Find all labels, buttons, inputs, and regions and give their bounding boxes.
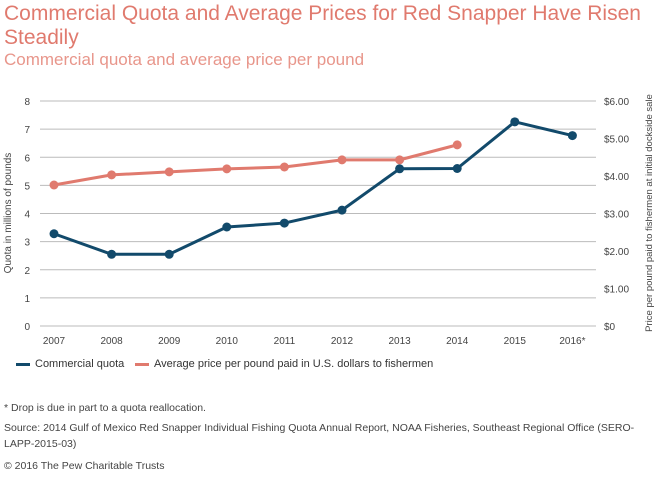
x-tick-label: 2013 [388,336,411,347]
legend-swatch-price [135,362,149,366]
x-tick-label: 2014 [446,336,469,347]
series-line-quota [53,120,573,256]
y-tick-label: 1 [24,294,30,305]
y-right-tick-label: $6.00 [604,97,629,108]
x-tick-label: 2008 [100,336,123,347]
y-tick-label: 4 [24,210,30,221]
data-point-price [337,155,347,165]
legend-item-quota: Commercial quota [16,358,124,370]
y-tick-label: 3 [24,238,30,249]
data-point-quota [107,249,117,259]
data-point-price [279,162,289,172]
data-point-quota [567,131,577,141]
y-right-tick-label: $4.00 [604,172,629,183]
x-tick-label: 2007 [43,336,66,347]
y-right-tick-label: $5.00 [604,135,629,146]
y-right-tick-label: $2.00 [604,247,629,258]
data-point-quota [164,249,174,259]
chart-subtitle: Commercial quota and average price per p… [4,50,365,69]
data-point-price [222,164,232,174]
chart-title: Commercial Quota and Average Prices for … [4,2,641,49]
footnote: * Drop is due in part to a quota realloc… [4,402,206,414]
y-right-tick-label: $0 [604,322,616,333]
y-tick-label: 2 [24,266,30,277]
data-point-price [49,180,59,190]
data-point-price [395,155,405,165]
y-right-tick-label: $1.00 [604,285,629,296]
x-tick-label: 2010 [216,336,239,347]
data-point-quota [337,205,347,215]
x-tick-label: 2015 [504,336,527,347]
legend-label-price: Average price per pound paid in U.S. dol… [154,358,434,370]
x-tick-label: 2011 [274,336,296,347]
legend-item-price: Average price per pound paid in U.S. dol… [135,358,433,370]
data-point-price [164,167,174,177]
y-tick-label: 8 [24,97,30,108]
data-point-quota [49,229,59,239]
legend-swatch-quota [16,362,30,366]
data-point-quota [279,218,289,228]
source-note: Source: 2014 Gulf of Mexico Red Snapper … [4,422,635,450]
y-tick-label: 7 [24,125,30,136]
y-axis-label: Quota in millions of pounds [3,153,14,274]
legend-label-quota: Commercial quota [35,358,125,370]
x-tick-label: 2009 [158,336,181,347]
data-point-price [452,140,462,150]
y-tick-label: 5 [24,181,30,192]
data-point-quota [222,222,232,232]
data-point-quota [510,117,520,127]
line-chart: 0 1 2 3 4 5 6 7 8 $0 $1.00 $2.00 $3.00 $4.00 $5.00 $6.0… [3,94,655,347]
data-point-quota [395,164,405,174]
data-point-quota [452,164,462,173]
y-right-axis-label: Price per pound paid to fishermen at ini… [644,94,655,332]
copyright: © 2016 The Pew Charitable Trusts [4,460,165,472]
x-tick-label: 2012 [331,336,354,347]
y-right-tick-label: $3.00 [604,210,629,221]
data-point-price [107,170,117,180]
y-tick-label: 6 [24,153,30,164]
x-tick-label: 2016* [559,336,585,347]
y-tick-label: 0 [24,322,30,333]
series-line-price [53,143,458,187]
